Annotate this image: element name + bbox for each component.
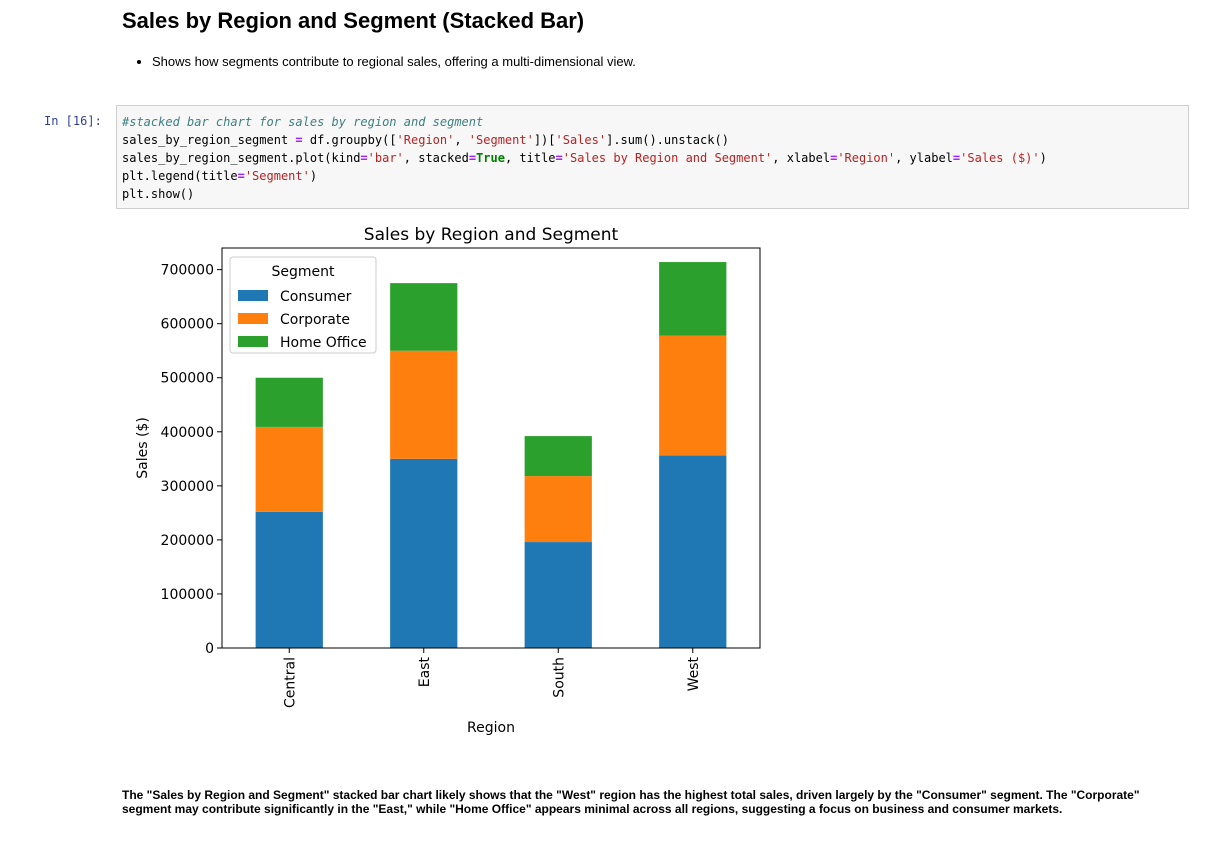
code-token: , xlabel: [772, 151, 831, 165]
code-string: 'Region': [396, 133, 455, 147]
code-string: 'bar': [367, 151, 404, 165]
code-string: 'Segment': [244, 169, 310, 183]
code-comment: #stacked bar chart for sales by region a…: [122, 115, 484, 129]
code-string: 'Sales': [555, 133, 607, 147]
stacked-bar-chart: Sales by Region and Segment Central East So…: [135, 225, 761, 736]
x-tick-label: Central: [282, 657, 298, 708]
code-string: 'Segment': [468, 133, 534, 147]
x-axis-label: Region: [467, 720, 515, 736]
y-axis-label: Sales ($): [135, 417, 151, 479]
code-token: sales_by_region_segment: [122, 133, 296, 147]
cell-prompt: In [16]:: [44, 114, 102, 128]
code-operator: =: [555, 151, 563, 165]
code-token: ])[: [533, 133, 556, 147]
legend-swatch: [238, 290, 268, 301]
y-tick-label: 500000: [161, 371, 214, 387]
y-tick-label: 600000: [161, 317, 214, 333]
code-operator: =: [295, 133, 303, 147]
bar-west-consumer: [659, 455, 727, 648]
code-editor[interactable]: #stacked bar chart for sales by region a…: [122, 113, 1183, 203]
code-token: ].sum().unstack(): [606, 133, 729, 147]
bar-central-home-office: [255, 377, 323, 427]
y-tick-label: 100000: [161, 587, 214, 603]
code-token: , ylabel: [895, 151, 953, 165]
bar-east-home-office: [390, 283, 458, 351]
bullet-item: Shows how segments contribute to regiona…: [152, 54, 636, 70]
code-string: 'Sales ($)': [960, 151, 1040, 165]
bar-central-corporate: [255, 426, 323, 512]
y-tick-label: 200000: [161, 533, 214, 549]
y-tick-label: 0: [205, 641, 214, 657]
code-operator: =: [360, 151, 368, 165]
y-tick-label: 700000: [161, 263, 214, 279]
bullet-list: Shows how segments contribute to regiona…: [130, 54, 636, 70]
bar-west-home-office: [659, 262, 727, 336]
code-token: ,: [454, 133, 469, 147]
plot-frame: [221, 247, 761, 649]
legend-entry: Corporate: [280, 312, 350, 328]
summary-text: The "Sales by Region and Segment" stacke…: [122, 788, 1140, 816]
bar-south-consumer: [524, 542, 592, 648]
legend-swatch: [238, 313, 268, 324]
legend-swatch: [238, 336, 268, 347]
code-keyword: True: [476, 151, 505, 165]
code-token: ): [1039, 151, 1047, 165]
chart-title: Sales by Region and Segment: [364, 225, 619, 245]
legend-entry: Home Office: [280, 335, 367, 351]
bar-east-consumer: [390, 458, 458, 648]
bar-west-corporate: [659, 335, 727, 456]
code-string: 'Region': [837, 151, 896, 165]
section-heading: Sales by Region and Segment (Stacked Bar…: [122, 8, 585, 33]
bar-south-corporate: [524, 476, 592, 543]
bar-east-corporate: [390, 350, 458, 459]
code-token: plt.legend(title: [122, 169, 238, 183]
x-tick-label: South: [551, 657, 567, 698]
bar-south-home-office: [524, 436, 592, 477]
code-operator: =: [468, 151, 477, 165]
code-token: ): [309, 169, 318, 183]
y-tick-label: 300000: [161, 479, 214, 495]
bar-central-consumer: [255, 511, 323, 648]
code-token: sales_by_region_segment.plot(kind: [122, 151, 361, 165]
y-tick-label: 400000: [161, 425, 214, 441]
code-token: , title: [504, 151, 556, 165]
legend-entry: Consumer: [280, 289, 352, 305]
code-token: , stacked: [403, 151, 469, 165]
code-operator: =: [237, 169, 245, 183]
code-token: df.groupby([: [302, 133, 397, 147]
x-tick-label: East: [417, 657, 433, 688]
code-token: plt.show(): [122, 187, 195, 201]
code-cell[interactable]: #stacked bar chart for sales by region a…: [116, 105, 1189, 209]
code-operator: =: [830, 151, 838, 165]
legend-title: Segment: [272, 264, 336, 280]
legend-box: [229, 256, 377, 354]
x-tick-label: West: [686, 656, 702, 691]
code-string: 'Sales by Region and Segment': [562, 151, 773, 165]
code-operator: =: [952, 151, 961, 165]
